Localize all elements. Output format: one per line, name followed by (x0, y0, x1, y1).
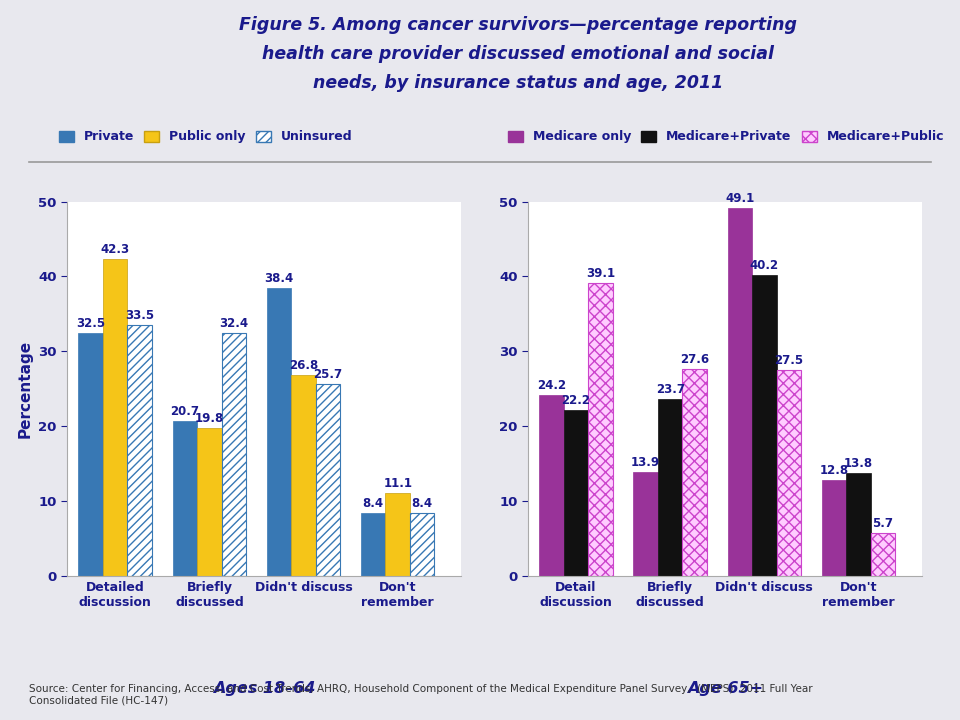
Text: Ages 18–64: Ages 18–64 (213, 681, 315, 696)
Text: 27.6: 27.6 (680, 354, 709, 366)
Bar (128, 325, 152, 576)
Text: 5.7: 5.7 (873, 518, 894, 531)
Text: 25.7: 25.7 (314, 368, 343, 381)
Text: Source: Center for Financing, Access, and Cost Trends, AHRQ, Household Component: Source: Center for Financing, Access, an… (29, 684, 812, 706)
Bar (316, 384, 340, 576)
Bar (197, 428, 222, 576)
Text: 38.4: 38.4 (264, 272, 294, 285)
Text: 49.1: 49.1 (725, 192, 755, 205)
Text: 40.2: 40.2 (750, 259, 779, 272)
Text: 11.1: 11.1 (383, 477, 412, 490)
Bar (564, 410, 588, 576)
Text: 22.2: 22.2 (562, 394, 590, 407)
Bar (588, 283, 612, 576)
Legend: Medicare only, Medicare+Private, Medicare+Public: Medicare only, Medicare+Private, Medicar… (503, 125, 949, 148)
Bar (410, 513, 435, 576)
Text: 20.7: 20.7 (171, 405, 200, 418)
Text: Age 65+: Age 65+ (686, 681, 763, 696)
Y-axis label: Percentage: Percentage (17, 340, 33, 438)
Bar (683, 369, 707, 576)
Text: 26.8: 26.8 (289, 359, 318, 372)
Bar (777, 370, 801, 576)
Text: 32.5: 32.5 (76, 317, 106, 330)
Text: 27.5: 27.5 (775, 354, 804, 367)
Bar (222, 333, 246, 576)
Text: 8.4: 8.4 (412, 497, 433, 510)
Text: needs, by insurance status and age, 2011: needs, by insurance status and age, 2011 (313, 73, 724, 91)
Bar (361, 513, 386, 576)
Bar (752, 275, 777, 576)
Bar (847, 472, 871, 576)
Bar (822, 480, 847, 576)
Text: 23.7: 23.7 (656, 382, 684, 395)
Bar (634, 472, 658, 576)
Bar (658, 399, 683, 576)
Bar (540, 395, 564, 576)
Bar (291, 375, 316, 576)
Bar (871, 534, 896, 576)
Text: 42.3: 42.3 (101, 243, 130, 256)
Bar (103, 259, 128, 576)
Text: 13.9: 13.9 (631, 456, 660, 469)
Text: 12.8: 12.8 (820, 464, 849, 477)
Text: 24.2: 24.2 (537, 379, 566, 392)
Text: 32.4: 32.4 (219, 318, 249, 330)
Text: 39.1: 39.1 (586, 267, 615, 280)
Bar (79, 333, 103, 576)
Bar (267, 289, 291, 576)
Bar (173, 421, 197, 576)
Text: 13.8: 13.8 (844, 456, 873, 469)
Text: 33.5: 33.5 (125, 309, 155, 322)
Text: Figure 5. Among cancer survivors—percentage reporting: Figure 5. Among cancer survivors—percent… (239, 17, 798, 34)
Bar (728, 208, 752, 576)
Text: health care provider discussed emotional and social: health care provider discussed emotional… (262, 45, 775, 63)
Text: 8.4: 8.4 (363, 497, 384, 510)
Legend: Private, Public only, Uninsured: Private, Public only, Uninsured (54, 125, 357, 148)
Text: 19.8: 19.8 (195, 412, 224, 425)
Bar (386, 493, 410, 576)
